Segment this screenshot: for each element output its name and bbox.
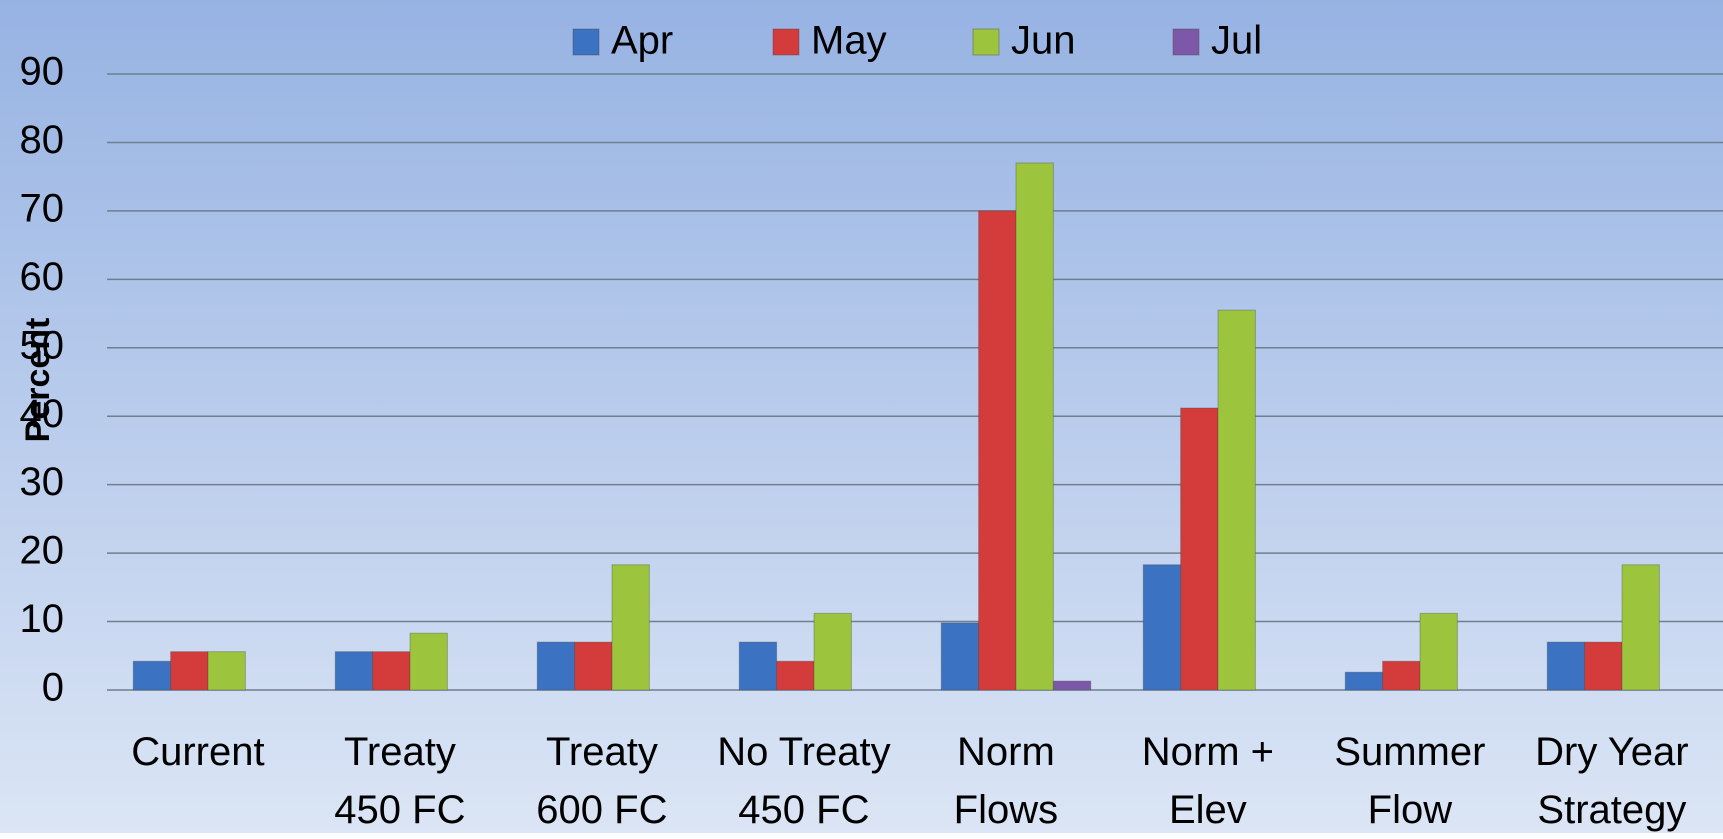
y-tick-label: 50 — [20, 323, 65, 367]
x-tick-label: Current — [131, 730, 265, 774]
y-tick-label: 30 — [20, 460, 65, 504]
bar — [978, 210, 1017, 691]
bar — [536, 641, 576, 691]
y-tick-label: 40 — [20, 392, 65, 436]
y-tick-label: 90 — [20, 50, 65, 94]
legend-label: Jul — [1211, 19, 1262, 63]
bar — [813, 612, 852, 691]
bar — [574, 641, 613, 691]
bar — [1621, 564, 1660, 691]
bar — [1180, 407, 1219, 691]
y-tick-label: 60 — [20, 255, 65, 299]
y-tick-label: 10 — [20, 597, 65, 641]
legend-swatch — [772, 28, 800, 56]
legend-label: May — [811, 19, 887, 63]
x-tick-label: No Treaty 450 FC — [717, 730, 891, 832]
x-tick-label: Norm + Elev — [1141, 730, 1275, 832]
bar — [1015, 162, 1054, 691]
bar — [738, 641, 778, 691]
bar — [132, 660, 172, 691]
legend-label: Apr — [611, 19, 673, 63]
y-tick-label: 0 — [42, 666, 64, 710]
legend-label: Jun — [1011, 19, 1076, 63]
legend-swatch — [972, 28, 1000, 56]
bar — [1382, 660, 1421, 691]
bar — [1419, 612, 1458, 691]
x-tick-label: Dry Year Strategy — [1535, 730, 1689, 832]
y-axis-label: Percent — [19, 318, 57, 443]
bar — [776, 660, 815, 691]
x-tick-label: Norm Flows — [953, 730, 1059, 832]
x-tick-label: Treaty 600 FC — [536, 730, 668, 832]
y-tick-label: 80 — [20, 118, 65, 162]
bar — [1052, 680, 1092, 691]
legend-swatch — [572, 28, 600, 56]
legend-swatch — [1172, 28, 1200, 56]
bar — [207, 651, 246, 691]
bar — [409, 632, 448, 691]
bar — [940, 622, 980, 691]
bar — [1546, 641, 1586, 691]
bar — [170, 651, 209, 691]
bar — [1217, 309, 1256, 691]
y-tick-label: 70 — [20, 186, 65, 230]
y-tick-label: 20 — [20, 529, 65, 573]
bar — [334, 651, 374, 691]
x-tick-label: Treaty 450 FC — [334, 730, 466, 832]
bar — [372, 651, 411, 691]
bar — [611, 564, 650, 691]
x-tick-label: Summer Flow — [1334, 730, 1486, 832]
bar — [1142, 564, 1182, 691]
bar — [1344, 671, 1384, 691]
bar — [1584, 641, 1623, 691]
